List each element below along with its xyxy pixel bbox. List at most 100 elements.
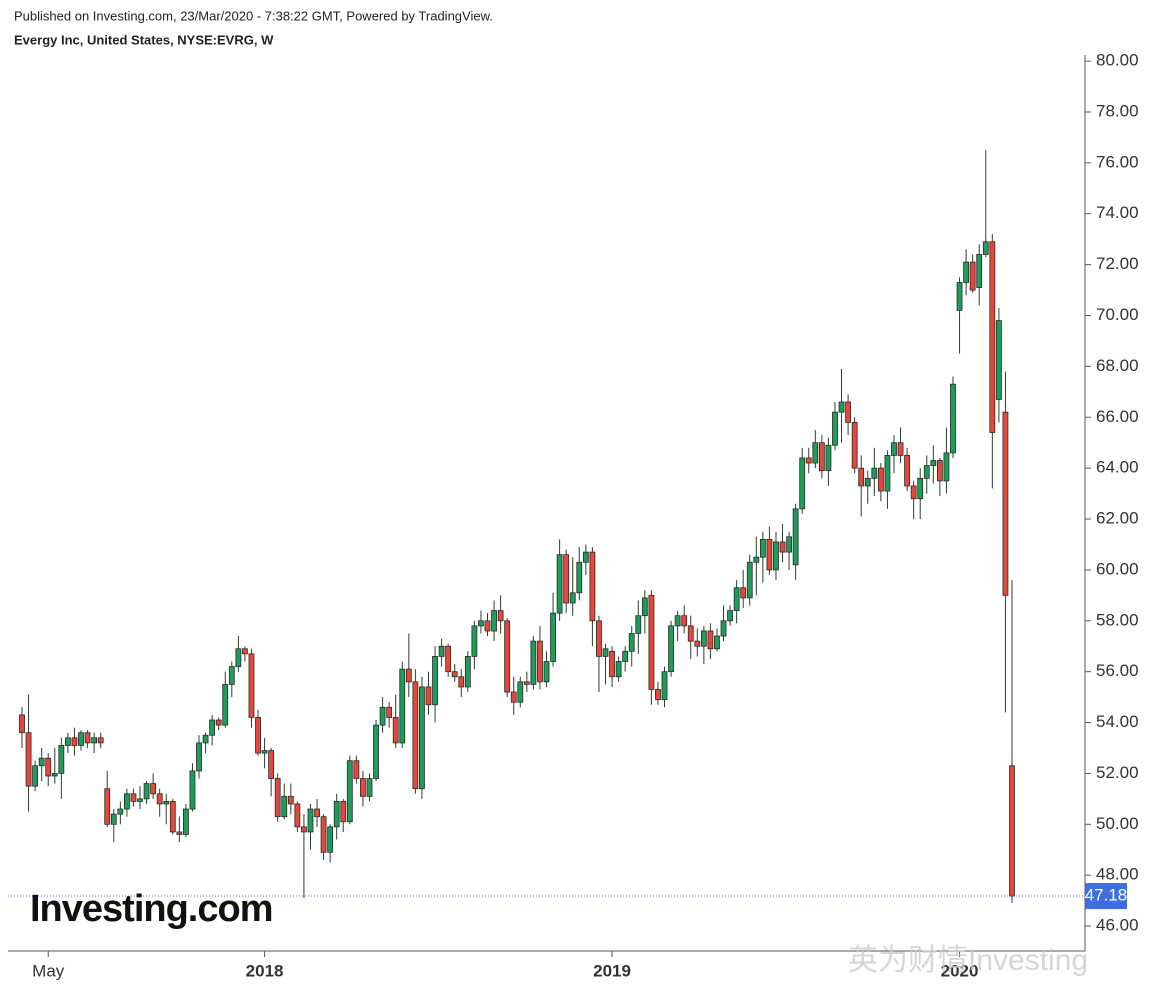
y-tick-label: 80.00 xyxy=(1096,51,1139,70)
candle-body xyxy=(399,668,406,744)
candle-body xyxy=(130,793,137,802)
candle-body xyxy=(419,686,425,790)
candle-body xyxy=(91,737,98,744)
candle-body xyxy=(897,442,904,456)
candle-body xyxy=(222,683,229,726)
candle-body xyxy=(884,455,891,492)
candle-body xyxy=(255,717,261,754)
symbol-title: Evergy Inc, United States, NYSE:EVRG, W xyxy=(14,32,274,47)
candle-body xyxy=(340,801,347,823)
candle-body xyxy=(589,551,596,622)
candle-body xyxy=(550,612,556,662)
candle-body xyxy=(563,554,570,604)
candle-body xyxy=(720,620,727,637)
candle-body xyxy=(1002,411,1009,596)
candle-body xyxy=(124,793,130,810)
y-tick-label: 62.00 xyxy=(1096,509,1139,528)
candle-body xyxy=(215,719,222,726)
y-tick-label: 68.00 xyxy=(1096,356,1139,375)
candle-body xyxy=(576,561,583,594)
y-tick-label: 46.00 xyxy=(1096,916,1139,935)
candle-body xyxy=(484,620,491,632)
y-tick-label: 48.00 xyxy=(1096,865,1139,884)
candle-body xyxy=(432,656,438,706)
candle-body xyxy=(582,551,589,563)
candle-body xyxy=(569,592,576,604)
candle-body xyxy=(346,760,353,823)
candle-body xyxy=(425,686,432,706)
y-tick-label: 50.00 xyxy=(1096,814,1139,833)
candle-body xyxy=(556,554,563,614)
candle-body xyxy=(766,538,773,571)
candle-body xyxy=(202,734,209,744)
candle-body xyxy=(504,620,511,693)
candle-body xyxy=(661,671,668,701)
candle-body xyxy=(143,783,150,800)
y-tick-label: 74.00 xyxy=(1096,203,1139,222)
y-tick-label: 52.00 xyxy=(1096,763,1139,782)
candle-body xyxy=(740,587,747,599)
candle-body xyxy=(491,610,497,632)
candle-body xyxy=(150,783,157,795)
candle-body xyxy=(169,801,176,833)
candle-body xyxy=(196,742,202,772)
candle-body xyxy=(19,714,25,734)
candle-body xyxy=(923,465,930,479)
candle-body xyxy=(242,648,248,655)
x-tick-label: 2020 xyxy=(941,961,979,980)
candle-body xyxy=(392,717,399,744)
candle-body xyxy=(753,556,760,563)
candle-body xyxy=(366,778,373,797)
candle-body xyxy=(353,760,360,779)
candle-body xyxy=(995,320,1002,400)
candle-body xyxy=(104,788,111,825)
candle-body xyxy=(287,795,294,805)
candle-body xyxy=(871,467,878,479)
x-tick-label: May xyxy=(32,961,65,980)
candle-body xyxy=(458,676,465,688)
candle-body xyxy=(799,457,806,510)
candle-body xyxy=(930,460,937,467)
candle-body xyxy=(832,411,838,446)
candle-body xyxy=(687,625,694,642)
candle-body xyxy=(707,630,714,650)
candle-body xyxy=(320,816,327,853)
candle-body xyxy=(327,826,334,853)
candle-body xyxy=(694,640,701,647)
candle-body xyxy=(71,737,78,746)
candle-body xyxy=(818,442,825,472)
candle-body xyxy=(373,724,379,779)
candle-body xyxy=(838,401,845,413)
candle-body xyxy=(97,737,104,744)
y-tick-label: 60.00 xyxy=(1096,559,1139,578)
last-price-label: 47.18 xyxy=(1085,886,1128,905)
candle-body xyxy=(969,261,976,291)
candle-body xyxy=(268,750,275,779)
watermark: 英为财情Investing xyxy=(848,944,1088,977)
candle-body xyxy=(110,813,117,825)
candle-body xyxy=(982,241,989,255)
candle-body xyxy=(812,442,819,464)
candle-body xyxy=(163,801,170,805)
candle-body xyxy=(25,732,32,787)
y-tick-label: 76.00 xyxy=(1096,152,1139,171)
candle-body xyxy=(156,793,163,805)
candle-body xyxy=(674,615,681,627)
y-tick-label: 72.00 xyxy=(1096,254,1139,273)
candle-body xyxy=(733,587,740,612)
candle-body xyxy=(274,778,281,818)
candle-body xyxy=(314,808,320,818)
candle-body xyxy=(51,773,58,777)
y-tick-label: 58.00 xyxy=(1096,610,1139,629)
candle-body xyxy=(1009,765,1015,897)
candle-body xyxy=(786,536,792,553)
candle-body xyxy=(635,615,642,634)
y-tick-label: 56.00 xyxy=(1096,661,1139,680)
candle-body xyxy=(727,610,733,622)
candle-body xyxy=(38,757,45,767)
candle-body xyxy=(464,656,471,688)
candle-body xyxy=(805,457,812,464)
candle-body xyxy=(668,625,674,673)
candle-body xyxy=(989,241,996,433)
